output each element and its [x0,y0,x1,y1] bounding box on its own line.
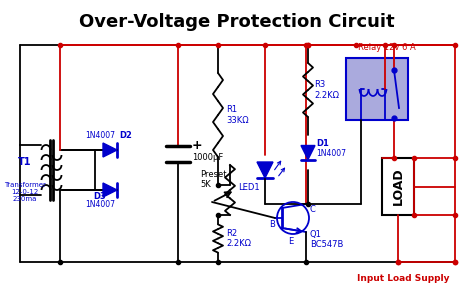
Text: Over-Voltage Protection Circuit: Over-Voltage Protection Circuit [79,13,395,31]
Text: R3
2.2KΩ: R3 2.2KΩ [314,80,339,100]
FancyBboxPatch shape [346,58,408,120]
Text: D2: D2 [119,131,132,140]
Text: B: B [269,220,275,229]
FancyBboxPatch shape [382,158,414,215]
Text: LED1: LED1 [238,183,260,192]
Text: D3: D3 [94,192,106,201]
Text: D1: D1 [316,139,329,148]
Text: E: E [288,237,293,246]
Text: C: C [310,204,316,213]
Text: R2
2.2KΩ: R2 2.2KΩ [226,229,251,248]
Text: LOAD: LOAD [392,168,404,205]
Polygon shape [301,145,315,159]
Polygon shape [257,162,273,178]
Text: 1N4007: 1N4007 [85,200,115,209]
Text: Transformer
12-0-12
230ma: Transformer 12-0-12 230ma [4,182,46,202]
Text: Preset
5K: Preset 5K [200,170,227,190]
Text: Input Load Supply: Input Load Supply [357,274,450,283]
Text: +: + [192,139,202,152]
Text: Q1
BC547B: Q1 BC547B [310,230,343,249]
Text: T1: T1 [18,157,32,167]
Text: 1000μF: 1000μF [192,153,223,162]
Text: Relay 12v 6 A: Relay 12v 6 A [358,43,416,52]
Text: 1N4007: 1N4007 [85,131,115,140]
Text: R1
33KΩ: R1 33KΩ [226,105,249,125]
Polygon shape [103,143,117,157]
Polygon shape [103,183,117,197]
Text: 1N4007: 1N4007 [316,148,346,158]
